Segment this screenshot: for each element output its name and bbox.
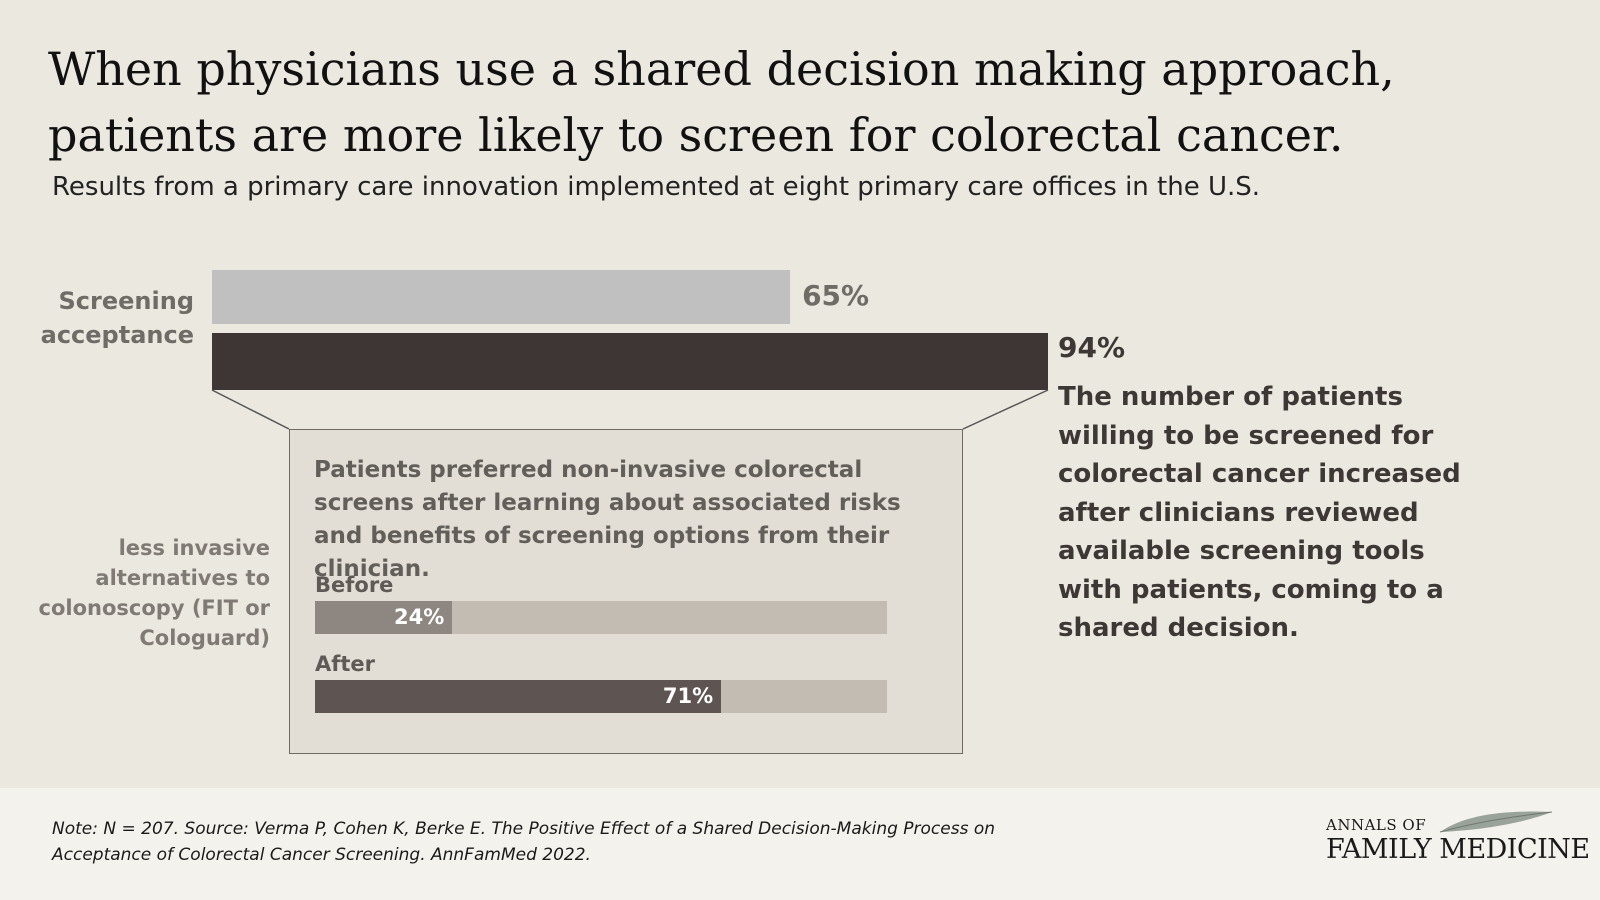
logo-text-top: ANNALS OF xyxy=(1326,816,1427,834)
callout-side-label: less invasive alternatives to colonoscop… xyxy=(38,536,270,650)
data-label-before: 65% xyxy=(802,279,869,312)
description-text: The number of patients willing to be scr… xyxy=(1058,382,1461,643)
subtitle: Results from a primary care innovation i… xyxy=(52,172,1261,202)
mini-bar-before: 24% xyxy=(315,601,453,634)
journal-logo: ANNALS OF FAMILY MEDICINE xyxy=(1326,808,1590,878)
bar-before xyxy=(212,270,791,324)
mini-track-before: 24% xyxy=(315,601,887,634)
feather-icon xyxy=(1439,811,1553,833)
mini-label-before: Before xyxy=(315,573,394,597)
bar-after xyxy=(212,333,1048,390)
page-title: When physicians use a shared decision ma… xyxy=(48,42,1395,162)
mini-bar-after: 71% xyxy=(315,680,722,713)
data-label-after: 94% xyxy=(1058,331,1125,364)
callout-text: Patients preferred non-invasive colorect… xyxy=(314,457,901,582)
logo-text-bottom: FAMILY MEDICINE xyxy=(1326,834,1590,865)
callout-box: Patients preferred non-invasive colorect… xyxy=(289,429,963,754)
callout-connector-left xyxy=(211,389,290,430)
callout-connector-right xyxy=(962,389,1049,430)
mini-label-after: After xyxy=(315,652,376,676)
source-note: Note: N = 207. Source: Verma P, Cohen K,… xyxy=(52,819,996,865)
footer: Note: N = 207. Source: Verma P, Cohen K,… xyxy=(0,788,1600,900)
main-chart-category-label: Screening acceptance xyxy=(40,287,194,349)
mini-track-after: 71% xyxy=(315,680,887,713)
